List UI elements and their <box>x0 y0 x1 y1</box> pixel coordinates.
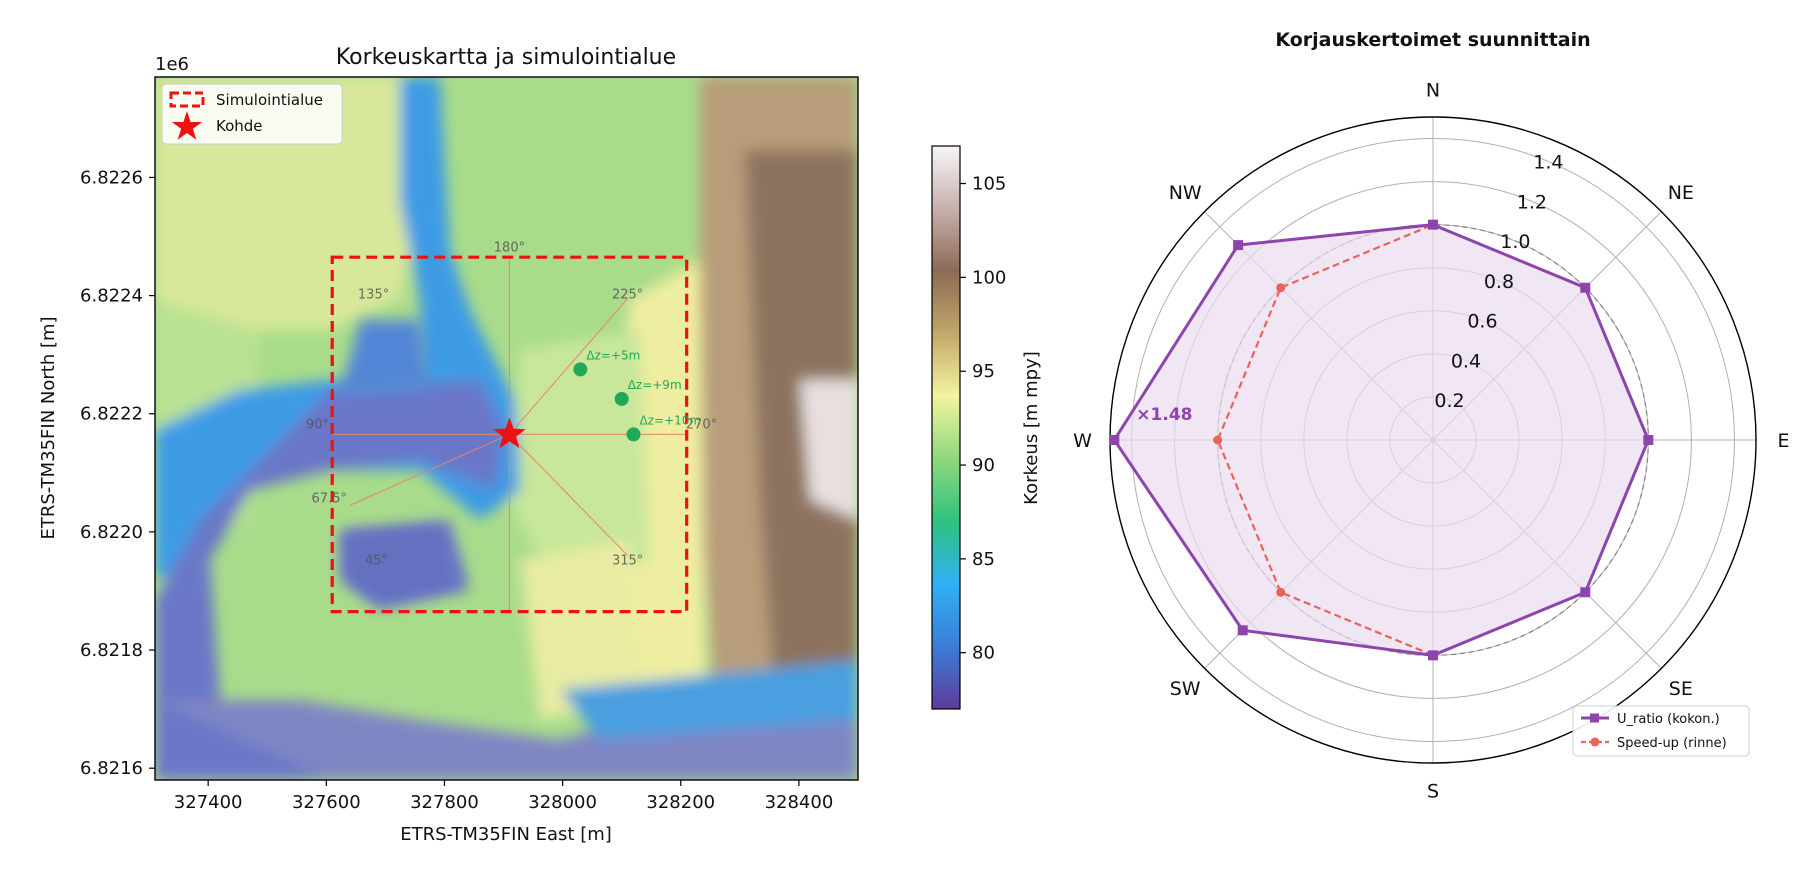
x-tick-label: 327600 <box>292 792 361 813</box>
radial-tick-label: 0.2 <box>1434 390 1464 412</box>
elevation-point <box>614 391 629 406</box>
colorbar-tick-label: 95 <box>972 361 995 382</box>
map-x-axis-label: ETRS-TM35FIN East [m] <box>400 824 612 845</box>
point-uratio <box>1580 282 1591 293</box>
point-uratio <box>1643 435 1654 445</box>
sector-line <box>509 298 629 435</box>
legend-label-uratio: U_ratio (kokon.) <box>1617 712 1720 727</box>
x-tick-label: 327400 <box>174 792 243 813</box>
simulation-area <box>330 255 689 614</box>
radial-tick-label: 1.2 <box>1517 191 1547 213</box>
colorbar-tick-label: 100 <box>972 267 1006 288</box>
sector-label: 135° <box>358 288 389 303</box>
elevation-point <box>573 362 588 377</box>
sector-label: 180° <box>494 240 525 255</box>
point-speedup <box>1276 283 1286 293</box>
direction-label: NE <box>1668 182 1694 204</box>
map-legend: Simulointialue Kohde <box>161 83 343 145</box>
radial-tick-label: 1.4 <box>1533 151 1563 173</box>
point-uratio <box>1237 625 1248 636</box>
radial-tick-label: 0.8 <box>1484 271 1514 293</box>
point-uratio <box>1428 219 1438 230</box>
legend-swatch-area <box>169 91 205 108</box>
elevation-point-label: Δz=+5m <box>586 348 640 362</box>
sector-line <box>509 433 629 556</box>
point-uratio <box>1109 435 1120 445</box>
y-tick-label: 6.8218 <box>80 640 143 661</box>
map-axes-frame <box>154 76 859 781</box>
y-tick-label: 6.8220 <box>80 522 143 543</box>
legend-marker-uratio <box>1590 713 1599 723</box>
legend-label-target: Kohde <box>216 117 263 135</box>
direction-label: SW <box>1170 678 1201 700</box>
legend-marker-speedup <box>1590 737 1600 747</box>
colorbar-tick-label: 85 <box>972 549 995 570</box>
y-tick-label: 6.8226 <box>80 167 143 188</box>
sector-line <box>349 433 510 506</box>
sector-label: 225° <box>612 288 643 303</box>
colorbar-gradient <box>931 145 961 710</box>
point-uratio <box>1580 587 1591 598</box>
elevation-point-label: Δz=+9m <box>628 378 682 392</box>
colorbar: 80 85 90 95 100 105 Korkeus [m mpy] <box>931 145 1042 710</box>
x-tick-label: 328000 <box>528 792 597 813</box>
polar-panel: Korjauskertoimet suunnittain NNEESESSWWN… <box>1073 29 1789 802</box>
colorbar-tick-label: 90 <box>972 455 995 476</box>
x-tick-label: 327800 <box>410 792 479 813</box>
direction-label: NW <box>1169 182 1202 204</box>
point-speedup <box>1213 435 1223 445</box>
sector-label: 45° <box>365 553 388 568</box>
target-marker <box>493 417 526 449</box>
polar-title: Korjauskertoimet suunnittain <box>1275 29 1590 51</box>
map-overlay: 180° 135° 225° 90° 270° 67.5° 45° 315° Δz=+5m Δz=… <box>306 240 717 614</box>
y-tick-label: 6.8216 <box>80 758 143 779</box>
radial-tick-label: 0.4 <box>1451 350 1481 372</box>
map-title: Korkeuskartta ja simulointialue <box>336 45 676 70</box>
colorbar-ticks: 80 85 90 95 100 105 <box>960 174 1006 664</box>
direction-label: E <box>1777 430 1789 452</box>
elevation-point-label: Δz=+10m <box>640 413 702 427</box>
x-tick-label: 328400 <box>765 792 834 813</box>
direction-label: S <box>1427 780 1439 802</box>
colorbar-label: Korkeus [m mpy] <box>1021 351 1042 505</box>
map-panel: Korkeuskartta ja simulointialue <box>38 45 859 845</box>
direction-label: N <box>1426 80 1440 102</box>
point-speedup <box>1276 587 1286 597</box>
sector-label: 270° <box>686 418 717 433</box>
legend-label-speedup: Speed-up (rinne) <box>1617 736 1727 751</box>
max-annotation: ×1.48 <box>1136 405 1192 425</box>
point-uratio <box>1428 650 1438 661</box>
point-uratio <box>1233 240 1244 251</box>
colorbar-tick-label: 80 <box>972 643 995 664</box>
elevation-point <box>626 427 641 442</box>
y-offset-label: 1e6 <box>155 54 189 75</box>
map-axes: 327400 327600 327800 328000 328200 328400 6.82… <box>80 167 833 813</box>
y-tick-label: 6.8224 <box>80 286 143 307</box>
colorbar-tick-label: 105 <box>972 174 1006 195</box>
direction-label: SE <box>1669 678 1693 700</box>
radial-tick-label: 0.6 <box>1467 311 1497 333</box>
legend-swatch-target <box>171 111 203 140</box>
polar-legend: U_ratio (kokon.) Speed-up (rinne) <box>1572 705 1750 757</box>
radial-tick-label: 1.0 <box>1500 231 1530 253</box>
polar-plot: N NE E SE S SW W NW 0.2 0.4 0.6 0.8 1.0 1.2 1.4 ×1.48 <box>1073 80 1789 803</box>
sector-label: 67.5° <box>312 491 347 506</box>
x-tick-label: 328200 <box>646 792 715 813</box>
y-tick-label: 6.8222 <box>80 404 143 425</box>
direction-label: W <box>1073 430 1092 452</box>
sector-label: 90° <box>306 418 329 433</box>
series-fill <box>1114 224 1649 656</box>
legend-label-area: Simulointialue <box>216 91 323 109</box>
map-y-axis-label: ETRS-TM35FIN North [m] <box>38 316 59 539</box>
sector-label: 315° <box>612 553 643 568</box>
